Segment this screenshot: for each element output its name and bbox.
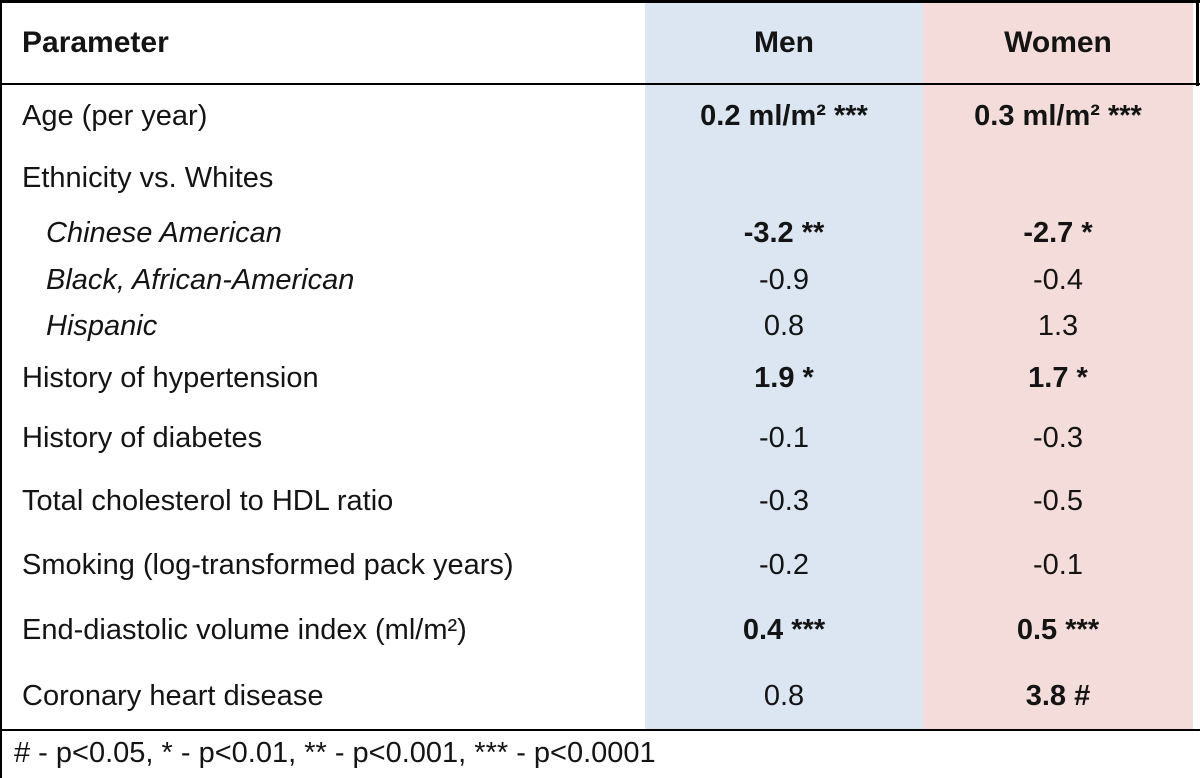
parameter-label: Smoking (log-transformed pack years) xyxy=(22,548,514,581)
women-value: 0.5 *** xyxy=(1016,613,1100,646)
women-value: 0.3 ml/m² *** xyxy=(974,99,1142,132)
men-value: 0.8 xyxy=(763,679,805,712)
parameter-label: Age (per year) xyxy=(22,99,208,132)
women-value: -0.3 xyxy=(1033,421,1083,454)
column-header-women: Women xyxy=(1004,26,1112,59)
parameter-label: History of hypertension xyxy=(22,361,319,394)
men-value: -0.9 xyxy=(759,263,809,296)
parameter-label: Total cholesterol to HDL ratio xyxy=(22,484,394,517)
women-value: -2.7 * xyxy=(1023,216,1093,249)
table-row: History of hypertension 1.9 * 1.7 * xyxy=(0,349,1200,407)
table-top-border xyxy=(0,0,1200,3)
significance-legend: # - p<0.05, * - p<0.01, ** - p<0.001, **… xyxy=(0,729,1200,776)
parameter-label: Hispanic xyxy=(46,309,158,342)
table-right-border xyxy=(1196,0,1199,86)
table-row: Chinese American -3.2 ** -2.7 * xyxy=(0,209,1200,257)
table-body: Age (per year) 0.2 ml/m² *** 0.3 ml/m² *… xyxy=(0,85,1200,729)
significance-legend-text: # - p<0.05, * - p<0.01, ** - p<0.001, **… xyxy=(14,737,656,769)
women-column-background xyxy=(923,3,1193,729)
men-value: 0.2 ml/m² *** xyxy=(700,99,868,132)
men-column-background xyxy=(645,3,923,729)
parameter-label: End-diastolic volume index (ml/m²) xyxy=(22,613,467,646)
men-value: -0.3 xyxy=(759,484,809,517)
parameter-label: History of diabetes xyxy=(22,421,263,454)
table-row: Ethnicity vs. Whites xyxy=(0,147,1200,209)
table-row: History of diabetes -0.1 -0.3 xyxy=(0,407,1200,469)
table-row: End-diastolic volume index (ml/m²) 0.4 *… xyxy=(0,597,1200,663)
parameter-label: Chinese American xyxy=(46,216,282,249)
table-row: Smoking (log-transformed pack years) -0.… xyxy=(0,533,1200,597)
table-row: Hispanic 0.8 1.3 xyxy=(0,303,1200,349)
women-value: -0.1 xyxy=(1033,548,1083,581)
table-header-row: Parameter Men Women xyxy=(0,3,1200,85)
men-value: -0.1 xyxy=(759,421,809,454)
women-value: 1.7 * xyxy=(1028,361,1088,394)
table-row: Total cholesterol to HDL ratio -0.3 -0.5 xyxy=(0,469,1200,533)
men-value: -3.2 ** xyxy=(743,216,825,249)
men-value: 0.8 xyxy=(763,309,805,342)
men-value: 0.4 *** xyxy=(742,613,826,646)
parameter-label: Coronary heart disease xyxy=(22,679,324,712)
table-row: Black, African-American -0.9 -0.4 xyxy=(0,257,1200,303)
table-left-border xyxy=(0,0,2,778)
column-header-men: Men xyxy=(754,26,814,59)
parameter-label: Black, African-American xyxy=(46,263,355,296)
women-value: 3.8 # xyxy=(1025,679,1091,712)
column-header-parameter: Parameter xyxy=(22,26,169,59)
women-value: -0.5 xyxy=(1033,484,1083,517)
table-row: Coronary heart disease 0.8 3.8 # xyxy=(0,663,1200,729)
parameter-label: Ethnicity vs. Whites xyxy=(22,161,274,194)
women-value: -0.4 xyxy=(1033,263,1083,296)
men-value: -0.2 xyxy=(759,548,809,581)
table-row: Age (per year) 0.2 ml/m² *** 0.3 ml/m² *… xyxy=(0,85,1200,147)
women-value: 1.3 xyxy=(1037,309,1079,342)
table-content: Parameter Men Women Age (per year) 0.2 m… xyxy=(0,3,1200,776)
men-value: 1.9 * xyxy=(754,361,814,394)
